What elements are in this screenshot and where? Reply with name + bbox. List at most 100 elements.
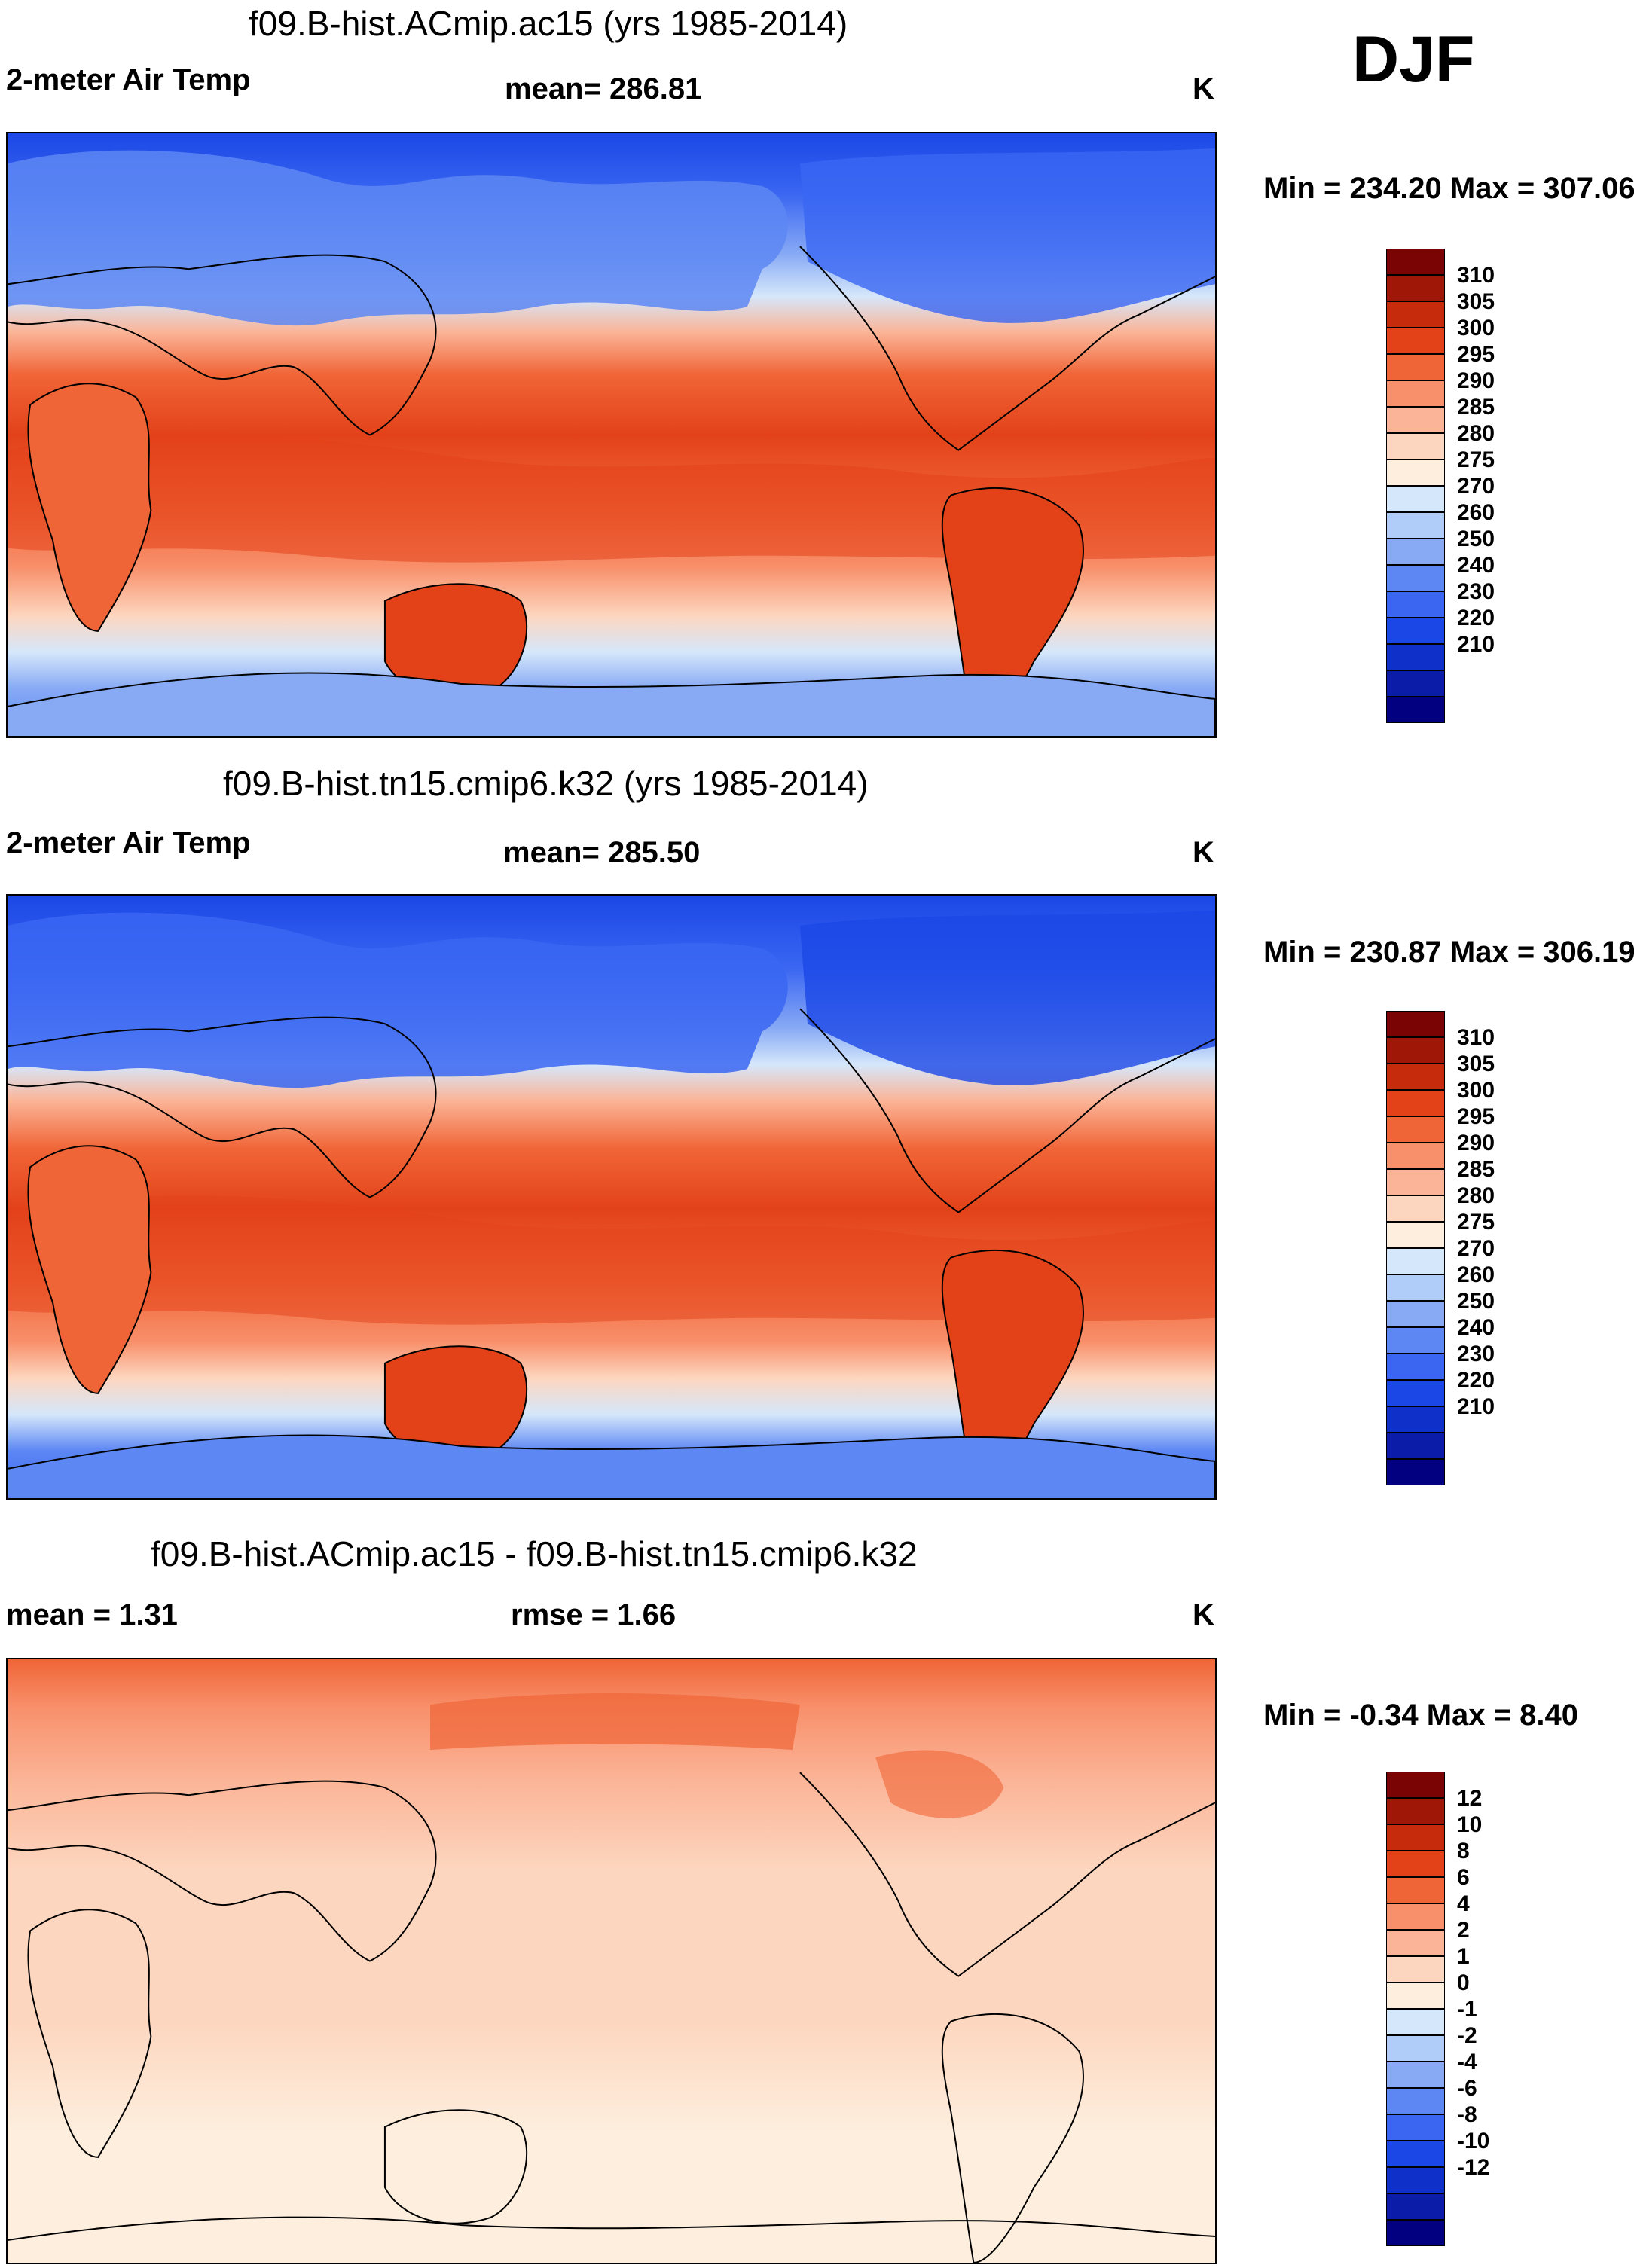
colorbar-tick-label: 285 (1457, 1157, 1495, 1182)
colorbar-tick-label: 12 (1457, 1786, 1483, 1811)
colorbar-segment (1385, 1326, 1446, 1354)
colorbar-tick-label: 210 (1457, 632, 1495, 657)
colorbar-tick-label: -2 (1457, 2023, 1477, 2048)
colorbar-tick-label: 305 (1457, 1052, 1495, 1076)
colorbar-tick-label: 300 (1457, 1078, 1495, 1103)
panel-2-minmax: Min = 230.87 Max = 306.19 (1263, 936, 1634, 969)
colorbar-tick-label: -1 (1457, 1997, 1477, 2022)
colorbar-segment (1385, 643, 1446, 671)
colorbar-segment (1385, 1982, 1446, 2010)
colorbar-segment (1385, 1406, 1446, 1433)
panel-3-mean-label: mean = 1.31 (6, 1598, 178, 1632)
colorbar-segment (1385, 1432, 1446, 1460)
colorbar-tick-label: -8 (1457, 2102, 1477, 2127)
colorbar-tick-label: 280 (1457, 421, 1495, 446)
colorbar-tick-label: 275 (1457, 447, 1495, 472)
colorbar-segment (1385, 1274, 1446, 1302)
colorbar-segment (1385, 2219, 1446, 2247)
colorbar-tick-label: 300 (1457, 316, 1495, 340)
panel-2-colorbar (1385, 1010, 1446, 1486)
colorbar-tick-label: -12 (1457, 2155, 1490, 2180)
colorbar-tick-label: 260 (1457, 500, 1495, 525)
colorbar-tick-label: 230 (1457, 1342, 1495, 1366)
colorbar-tick-label: 275 (1457, 1210, 1495, 1235)
colorbar-segment (1385, 2114, 1446, 2141)
colorbar-segment (1385, 696, 1446, 724)
colorbar-tick-label: 10 (1457, 1812, 1483, 1837)
colorbar-segment (1385, 380, 1446, 408)
colorbar-tick-label: 2 (1457, 1918, 1470, 1943)
panel-2-title: f09.B-hist.tn15.cmip6.k32 (yrs 1985-2014… (223, 764, 869, 803)
colorbar-segment (1385, 511, 1446, 539)
colorbar-segment (1385, 353, 1446, 381)
panel-2-units: K (1193, 836, 1214, 869)
colorbar-tick-label: 295 (1457, 342, 1495, 367)
colorbar-segment (1385, 1955, 1446, 1983)
colorbar-segment (1385, 1195, 1446, 1223)
panel-2-colorbar-ticks: 310 305 300 295 290 285 280 275 270 260 250 240 230 2… (1457, 1011, 1547, 1485)
colorbar-segment (1385, 670, 1446, 697)
panel-1-title: f09.B-hist.ACmip.ac15 (yrs 1985-2014) (249, 4, 848, 43)
colorbar-segment (1385, 2140, 1446, 2168)
colorbar-segment (1385, 591, 1446, 618)
colorbar-tick-label: 270 (1457, 1236, 1495, 1261)
panel-3-units: K (1193, 1598, 1214, 1632)
colorbar-tick-label: 240 (1457, 553, 1495, 578)
colorbar-tick-label: 260 (1457, 1262, 1495, 1287)
colorbar-tick-label: 6 (1457, 1865, 1470, 1890)
colorbar-segment (1385, 1458, 1446, 1486)
panel-1-units: K (1193, 72, 1214, 105)
colorbar-tick-label: 220 (1457, 606, 1495, 630)
colorbar-segment (1385, 2061, 1446, 2089)
colorbar-segment (1385, 1824, 1446, 1851)
colorbar-segment (1385, 1142, 1446, 1170)
colorbar-segment (1385, 538, 1446, 566)
colorbar-segment (1385, 1850, 1446, 1878)
colorbar-tick-label: 290 (1457, 1131, 1495, 1155)
panel-3-map (6, 1658, 1217, 2264)
colorbar-segment (1385, 1929, 1446, 1957)
colorbar-segment (1385, 1168, 1446, 1196)
colorbar-segment (1385, 485, 1446, 513)
colorbar-segment (1385, 406, 1446, 434)
colorbar-segment (1385, 2034, 1446, 2062)
colorbar-segment (1385, 1221, 1446, 1249)
colorbar-segment (1385, 1876, 1446, 1904)
colorbar-tick-label: 210 (1457, 1394, 1495, 1419)
colorbar-tick-label: 270 (1457, 474, 1495, 499)
colorbar-tick-label: -6 (1457, 2076, 1477, 2101)
colorbar-segment (1385, 248, 1446, 276)
colorbar-segment (1385, 1036, 1446, 1064)
panel-3-minmax: Min = -0.34 Max = 8.40 (1263, 1699, 1578, 1732)
colorbar-tick-label: 250 (1457, 527, 1495, 551)
colorbar-segment (1385, 2166, 1446, 2194)
colorbar-segment (1385, 564, 1446, 592)
colorbar-segment (1385, 274, 1446, 302)
panel-3-title: f09.B-hist.ACmip.ac15 - f09.B-hist.tn15.… (151, 1534, 918, 1574)
colorbar-segment (1385, 617, 1446, 645)
colorbar-tick-label: 295 (1457, 1104, 1495, 1129)
colorbar-tick-label: 1 (1457, 1944, 1470, 1969)
colorbar-tick-label: 280 (1457, 1183, 1495, 1208)
colorbar-segment (1385, 1379, 1446, 1407)
colorbar-segment (1385, 1247, 1446, 1275)
colorbar-tick-label: 4 (1457, 1891, 1470, 1916)
panel-1-minmax: Min = 234.20 Max = 307.06 (1263, 172, 1634, 205)
colorbar-segment (1385, 1300, 1446, 1328)
colorbar-segment (1385, 2193, 1446, 2221)
panel-1-map (6, 132, 1217, 738)
panel-1-colorbar (1385, 248, 1446, 724)
panel-2-mean-label: mean= 285.50 (503, 836, 701, 869)
colorbar-tick-label: 305 (1457, 289, 1495, 314)
colorbar-segment (1385, 1797, 1446, 1825)
colorbar-segment (1385, 432, 1446, 460)
colorbar-tick-label: 230 (1457, 579, 1495, 604)
panel-3-colorbar (1385, 1771, 1446, 2247)
season-label: DJF (1352, 23, 1475, 96)
panel-2-map (6, 894, 1217, 1500)
colorbar-segment (1385, 1771, 1446, 1799)
colorbar-segment (1385, 1010, 1446, 1038)
colorbar-segment (1385, 301, 1446, 328)
colorbar-tick-label: 250 (1457, 1289, 1495, 1314)
colorbar-tick-label: 220 (1457, 1368, 1495, 1393)
